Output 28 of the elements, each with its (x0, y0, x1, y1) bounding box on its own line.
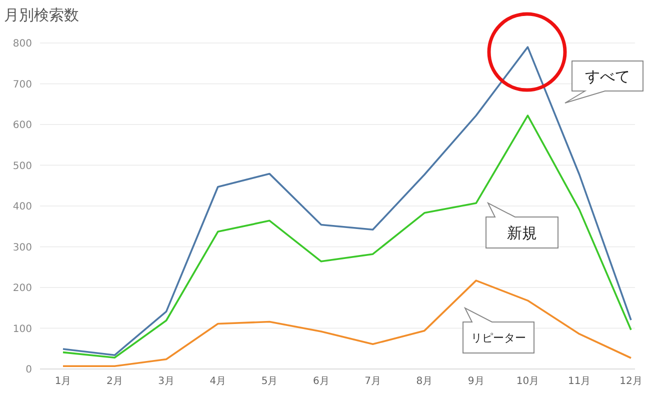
line-series (62, 280, 632, 368)
x-tick-label: 2月 (106, 376, 123, 388)
callout-box: 新規 (486, 202, 558, 248)
x-tick-label: 10月 (516, 376, 540, 388)
x-tick-label: 12月 (620, 376, 642, 388)
x-tick-label: 5月 (261, 376, 278, 388)
y-tick-label: 500 (12, 160, 32, 172)
y-tick-label: 100 (12, 324, 32, 335)
x-tick-label: 1月 (54, 376, 72, 388)
y-tick-label: 800 (12, 38, 32, 50)
x-tick-label: 4月 (210, 376, 226, 388)
x-tick-label: 9月 (468, 376, 484, 388)
x-tick-label: 3月 (158, 376, 174, 388)
y-tick-label: 0 (26, 364, 32, 376)
y-tick-label: 300 (12, 242, 32, 254)
y-tick-label: 600 (12, 120, 32, 132)
chart-title: 月別検索数 (4, 6, 79, 25)
line-series (62, 46, 632, 356)
x-tick-label: 6月 (312, 376, 330, 388)
y-tick-label: 400 (12, 202, 32, 213)
y-tick-label: 200 (12, 283, 32, 294)
callout-box: すべて (564, 60, 644, 104)
x-tick-label: 11月 (568, 376, 591, 388)
x-tick-label: 8月 (416, 376, 433, 388)
y-tick-label: 700 (12, 79, 32, 90)
callout-box: リピーター (462, 306, 534, 354)
line-series (62, 114, 632, 358)
x-tick-label: 7月 (364, 376, 382, 388)
